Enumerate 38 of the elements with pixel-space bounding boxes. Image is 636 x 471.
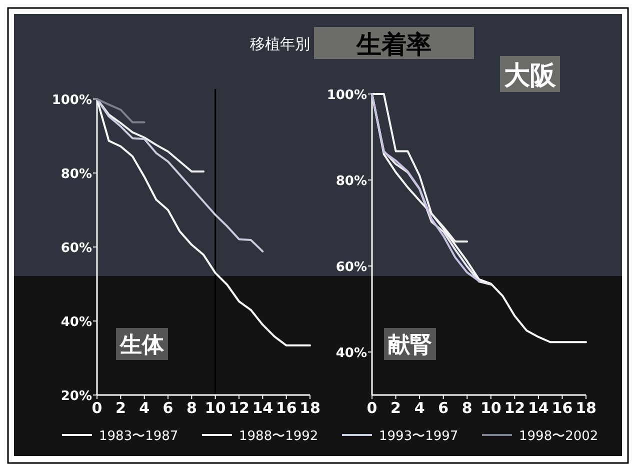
x-tick-label: 10 bbox=[204, 399, 226, 417]
x-tick-label: 12 bbox=[504, 399, 526, 417]
y-tick-label: 60% bbox=[60, 241, 92, 256]
x-tick-label: 18 bbox=[300, 399, 320, 417]
legend-label: 1998〜2002 bbox=[519, 429, 598, 444]
x-tick-label: 0 bbox=[366, 399, 378, 417]
x-tick-label: 8 bbox=[462, 399, 472, 417]
y-tick-label: 80% bbox=[60, 167, 92, 182]
legend-label: 1993〜1997 bbox=[379, 429, 458, 444]
x-tick-label: 2 bbox=[115, 399, 126, 417]
x-tick-label: 14 bbox=[528, 399, 549, 417]
legend-label: 1988〜1992 bbox=[239, 429, 318, 444]
x-tick-label: 8 bbox=[186, 399, 197, 417]
text: 大阪 bbox=[504, 61, 557, 91]
text: 生着率 bbox=[356, 30, 432, 59]
y-tick-label: 40% bbox=[60, 315, 92, 330]
y-tick-label: 100% bbox=[52, 93, 92, 108]
y-tick-label: 20% bbox=[60, 389, 92, 404]
x-tick-label: 16 bbox=[276, 399, 297, 417]
x-tick-label: 18 bbox=[576, 399, 596, 417]
x-tick-label: 6 bbox=[162, 399, 174, 417]
legend-label: 1983〜1987 bbox=[99, 429, 178, 444]
x-tick-label: 4 bbox=[414, 399, 425, 417]
x-tick-label: 14 bbox=[252, 399, 274, 417]
text: 移植年別 bbox=[250, 35, 310, 53]
y-tick-label: 60% bbox=[336, 260, 367, 275]
y-tick-label: 80% bbox=[336, 174, 367, 189]
annotation: 献腎 bbox=[388, 333, 432, 358]
x-tick-label: 6 bbox=[438, 399, 449, 417]
x-tick-label: 12 bbox=[228, 399, 250, 417]
x-tick-label: 16 bbox=[552, 399, 573, 417]
x-tick-label: 2 bbox=[390, 399, 401, 417]
x-tick-label: 4 bbox=[139, 399, 150, 417]
y-tick-label: 100% bbox=[326, 88, 367, 103]
y-tick-label: 40% bbox=[336, 346, 367, 361]
x-tick-label: 0 bbox=[92, 399, 102, 417]
x-tick-label: 10 bbox=[480, 399, 502, 417]
annotation: 生体 bbox=[119, 333, 165, 358]
